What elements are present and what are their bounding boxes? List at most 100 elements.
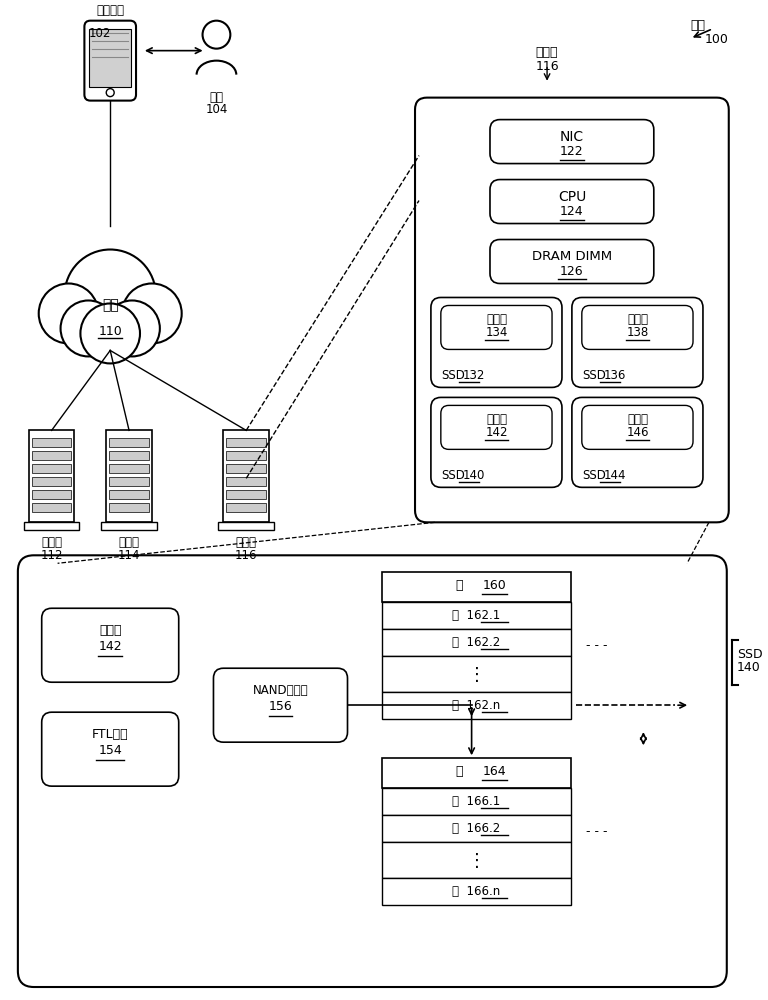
- Bar: [382, 692, 571, 719]
- Bar: [227, 451, 266, 460]
- Text: 100: 100: [705, 33, 729, 46]
- FancyBboxPatch shape: [582, 305, 693, 349]
- Text: 网络: 网络: [102, 298, 118, 312]
- Text: 用户: 用户: [210, 91, 223, 104]
- FancyBboxPatch shape: [41, 608, 179, 682]
- Text: 146: 146: [626, 426, 649, 439]
- Bar: [109, 477, 149, 486]
- Circle shape: [106, 89, 114, 97]
- Text: 122: 122: [560, 145, 584, 158]
- Text: 控制器: 控制器: [486, 313, 507, 326]
- Bar: [31, 464, 71, 473]
- Text: SSD: SSD: [441, 369, 465, 382]
- Bar: [382, 602, 571, 629]
- FancyBboxPatch shape: [582, 405, 693, 449]
- Text: 服务器: 服务器: [536, 46, 558, 59]
- Bar: [24, 522, 79, 530]
- Bar: [89, 29, 131, 87]
- Text: 页  166.n: 页 166.n: [452, 885, 501, 898]
- Text: 页  166.1: 页 166.1: [452, 795, 501, 808]
- Bar: [31, 503, 71, 512]
- Text: SSD: SSD: [582, 469, 606, 482]
- Text: 服务器: 服务器: [236, 536, 257, 549]
- Text: 142: 142: [485, 426, 508, 439]
- Bar: [109, 503, 149, 512]
- Text: 控制器: 控制器: [627, 413, 648, 426]
- Text: 134: 134: [485, 326, 508, 339]
- Text: 116: 116: [235, 549, 257, 562]
- Bar: [38, 317, 182, 349]
- Text: - - -: - - -: [586, 825, 607, 838]
- Text: 114: 114: [118, 549, 141, 562]
- Text: 控制器: 控制器: [486, 413, 507, 426]
- Text: 页  162.1: 页 162.1: [452, 609, 501, 622]
- Text: DRAM DIMM: DRAM DIMM: [531, 250, 612, 263]
- Bar: [31, 451, 71, 460]
- Circle shape: [38, 283, 98, 343]
- FancyBboxPatch shape: [415, 98, 729, 522]
- Text: CPU: CPU: [558, 190, 586, 204]
- Text: 104: 104: [205, 103, 227, 116]
- Text: 140: 140: [737, 661, 760, 674]
- Bar: [31, 438, 71, 447]
- FancyBboxPatch shape: [490, 120, 654, 164]
- FancyBboxPatch shape: [441, 305, 552, 349]
- Text: FTL模块: FTL模块: [92, 728, 128, 741]
- Bar: [382, 815, 571, 842]
- Text: 124: 124: [560, 205, 584, 218]
- FancyBboxPatch shape: [490, 180, 654, 224]
- Circle shape: [104, 300, 160, 356]
- Text: 块: 块: [455, 765, 462, 778]
- Bar: [109, 464, 149, 473]
- FancyBboxPatch shape: [41, 712, 179, 786]
- Text: SSD: SSD: [441, 469, 465, 482]
- Bar: [227, 438, 266, 447]
- FancyBboxPatch shape: [572, 297, 703, 387]
- Text: NIC: NIC: [560, 130, 584, 144]
- Text: 164: 164: [482, 765, 506, 778]
- Text: 138: 138: [626, 326, 648, 339]
- Text: 页  166.2: 页 166.2: [452, 822, 501, 835]
- FancyBboxPatch shape: [441, 405, 552, 449]
- Text: 块: 块: [455, 579, 462, 592]
- Circle shape: [81, 303, 140, 363]
- Text: 156: 156: [269, 700, 293, 713]
- Bar: [223, 430, 269, 522]
- Bar: [382, 878, 571, 905]
- Circle shape: [122, 283, 182, 343]
- Text: 136: 136: [604, 369, 626, 382]
- Bar: [382, 842, 571, 878]
- Text: 计算装置: 计算装置: [96, 4, 124, 17]
- Bar: [227, 503, 266, 512]
- FancyBboxPatch shape: [431, 397, 562, 487]
- FancyBboxPatch shape: [431, 297, 562, 387]
- FancyBboxPatch shape: [572, 397, 703, 487]
- Text: SSD: SSD: [737, 648, 763, 661]
- Text: ⋮: ⋮: [468, 852, 485, 870]
- Circle shape: [61, 300, 116, 356]
- Bar: [31, 490, 71, 499]
- Text: 142: 142: [98, 640, 122, 653]
- Text: 132: 132: [462, 369, 485, 382]
- Text: SSD: SSD: [582, 369, 606, 382]
- Text: 160: 160: [482, 579, 506, 592]
- Text: 140: 140: [462, 469, 485, 482]
- Text: 154: 154: [98, 744, 122, 757]
- Circle shape: [65, 250, 156, 341]
- Circle shape: [203, 21, 230, 49]
- Bar: [382, 788, 571, 815]
- Bar: [109, 490, 149, 499]
- FancyBboxPatch shape: [84, 21, 136, 101]
- Text: 112: 112: [41, 549, 63, 562]
- Text: NAND控制器: NAND控制器: [253, 684, 308, 697]
- Bar: [106, 430, 152, 522]
- Bar: [101, 522, 157, 530]
- Text: 116: 116: [535, 60, 559, 73]
- Bar: [227, 464, 266, 473]
- Text: 服务器: 服务器: [41, 536, 62, 549]
- Text: 服务器: 服务器: [118, 536, 140, 549]
- Bar: [382, 758, 571, 788]
- Bar: [227, 477, 266, 486]
- Bar: [28, 430, 74, 522]
- Text: 控制器: 控制器: [627, 313, 648, 326]
